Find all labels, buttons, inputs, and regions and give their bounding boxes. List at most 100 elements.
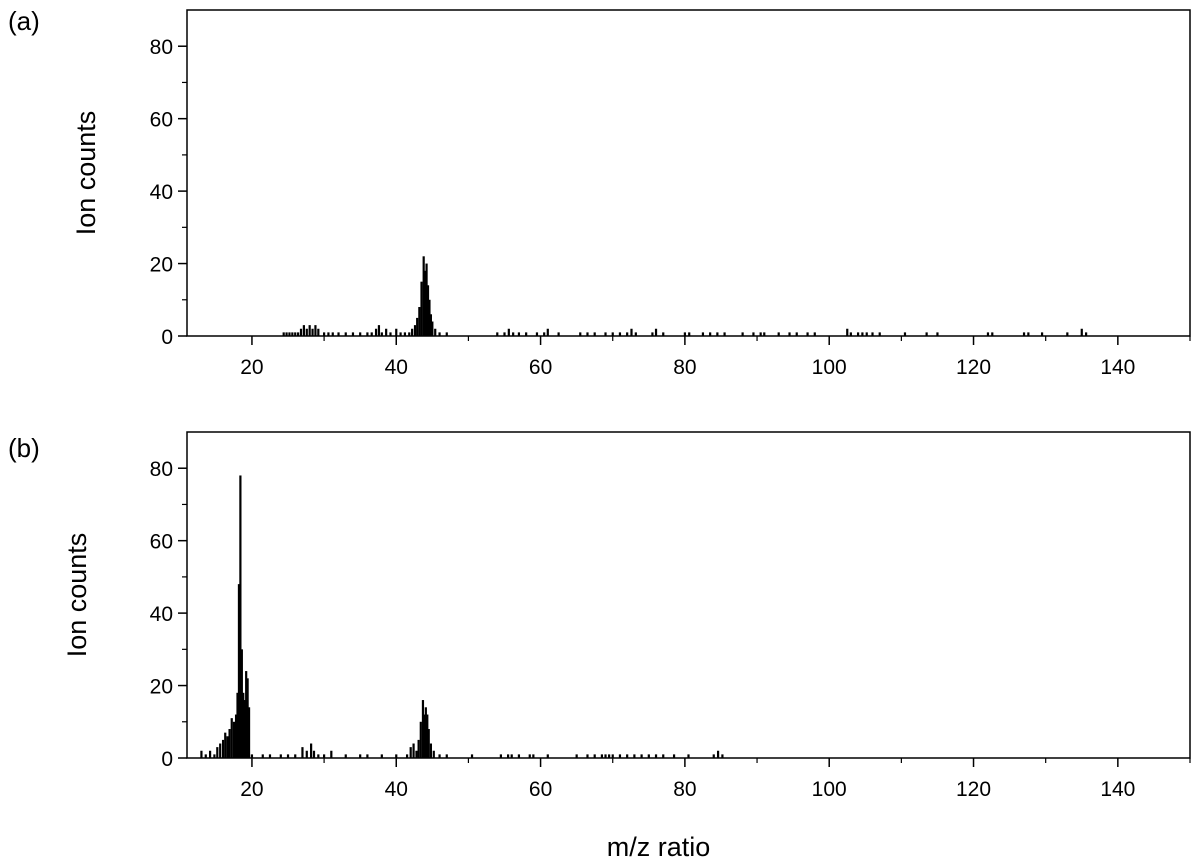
x-tick-label: 40 (385, 778, 408, 801)
bar (721, 754, 724, 758)
bar (528, 754, 531, 758)
x-tick-label: 120 (956, 778, 991, 801)
bar (419, 721, 422, 758)
bar (294, 332, 297, 336)
bar (213, 754, 216, 758)
bar (579, 332, 582, 336)
y-tick-label: 60 (150, 109, 173, 132)
y-tick-label: 40 (150, 181, 173, 204)
bar (344, 332, 347, 336)
bar (759, 332, 762, 336)
bar (323, 754, 326, 758)
bar (586, 332, 589, 336)
bar (389, 332, 392, 336)
bar (546, 754, 549, 758)
bar (219, 743, 222, 758)
bar (250, 754, 254, 758)
bar (323, 332, 326, 336)
bar (268, 754, 272, 758)
bar (299, 328, 303, 336)
bar (431, 321, 434, 336)
bar (849, 332, 852, 336)
x-tick-label: 60 (529, 356, 552, 379)
bar (496, 332, 499, 336)
bar (228, 729, 231, 758)
x-tick-label: 80 (673, 356, 696, 379)
x-tick-label: 40 (385, 356, 408, 379)
bar (647, 754, 650, 758)
bar (344, 754, 347, 758)
bar (593, 754, 596, 758)
bar (806, 332, 809, 336)
bar (359, 332, 362, 336)
panel-label-b: (b) (8, 433, 40, 463)
bar (331, 332, 334, 336)
bar (409, 747, 412, 758)
bar (517, 332, 521, 336)
bar (1027, 332, 1030, 336)
x-tick-label: 80 (673, 778, 696, 801)
bar (243, 700, 246, 758)
bar (317, 754, 320, 758)
bar (424, 270, 427, 336)
panel-a: (a) Ion counts 20 40 60 80 100 120 140 0 20 40 60 8… (8, 6, 1191, 379)
bar (236, 692, 239, 758)
bar (618, 332, 622, 336)
bar (330, 750, 333, 758)
bar (499, 754, 502, 758)
bar (311, 328, 314, 336)
y-tick-label: 80 (150, 458, 173, 481)
bar (427, 729, 430, 758)
bar (654, 328, 658, 336)
bar (301, 747, 304, 758)
bar (687, 754, 690, 758)
bar (593, 332, 596, 336)
bar (380, 332, 383, 336)
bar (412, 743, 415, 758)
bar (237, 584, 241, 758)
bar (239, 475, 242, 758)
bar (535, 332, 539, 336)
bar (626, 332, 629, 336)
bar (418, 307, 421, 336)
bar (428, 299, 431, 336)
bar (507, 754, 510, 758)
y-tick-label: 60 (150, 531, 173, 554)
bar (366, 754, 369, 758)
bar (432, 750, 435, 758)
bar (438, 754, 441, 758)
bar (630, 328, 633, 336)
bar (611, 754, 614, 758)
y-tick-label: 0 (161, 326, 173, 349)
bar (221, 739, 225, 758)
bar (337, 332, 340, 336)
bar (302, 325, 305, 336)
bar (377, 325, 381, 336)
bar (359, 754, 362, 758)
bar (385, 328, 388, 336)
bar (878, 332, 881, 336)
bar (247, 707, 251, 758)
bar (1084, 332, 1088, 336)
bar (200, 750, 203, 758)
bar (424, 707, 427, 758)
bar (688, 332, 691, 336)
bar (586, 754, 589, 758)
bar (438, 332, 441, 336)
bar (741, 332, 744, 336)
bar (525, 332, 528, 336)
bar (543, 332, 546, 336)
bar (611, 332, 614, 336)
bar (517, 754, 521, 758)
bar (507, 328, 510, 336)
bar (618, 754, 622, 758)
x-tick-label: 120 (956, 356, 991, 379)
y-axis-label-a: Ion counts (71, 111, 101, 236)
bar (282, 332, 285, 336)
bar (510, 754, 513, 758)
bar (312, 750, 316, 758)
bar (445, 754, 448, 758)
bar (395, 754, 398, 758)
x-tick-label: 140 (1100, 778, 1135, 801)
